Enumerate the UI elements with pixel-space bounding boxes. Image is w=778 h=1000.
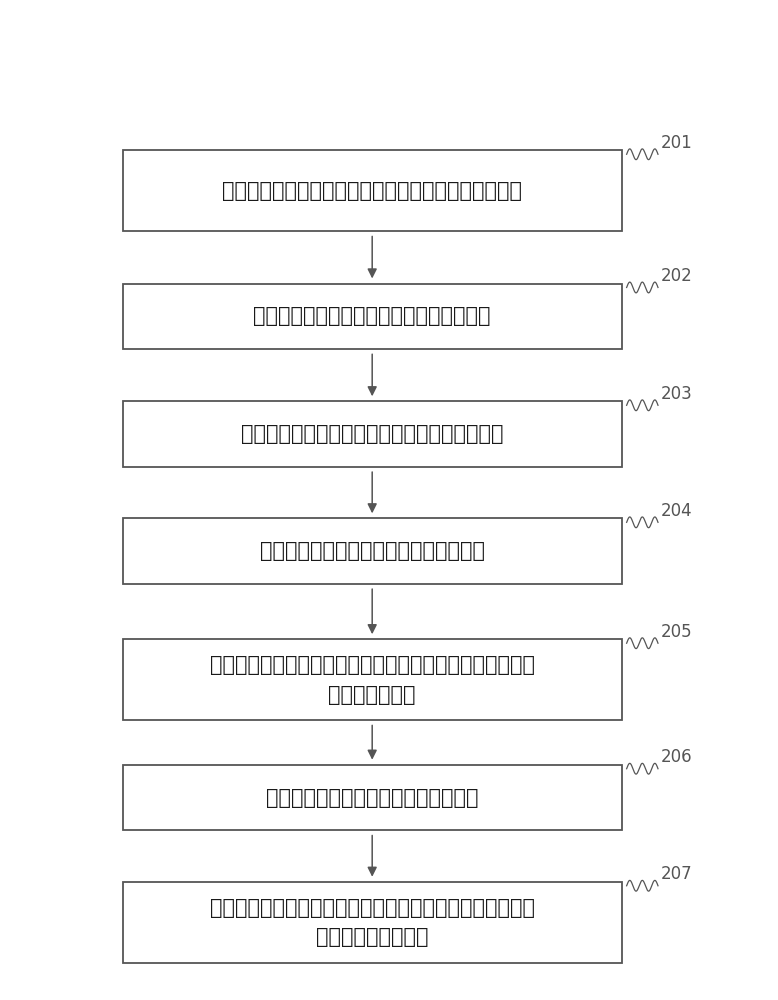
FancyBboxPatch shape — [123, 882, 622, 963]
FancyBboxPatch shape — [123, 284, 622, 349]
FancyBboxPatch shape — [123, 150, 622, 231]
Text: 205: 205 — [661, 623, 692, 641]
Text: 201: 201 — [661, 134, 692, 152]
Text: 根据卡尔曼滤波算法确定最优权重系数: 根据卡尔曼滤波算法确定最优权重系数 — [266, 788, 478, 808]
FancyBboxPatch shape — [123, 518, 622, 584]
Text: 203: 203 — [661, 385, 692, 403]
Text: 坐标变换得到旋转坐标系下的移相电流值: 坐标变换得到旋转坐标系下的移相电流值 — [260, 541, 485, 561]
Text: 根据所述转速、所述电角度、所述相电压值和电流预测模型
确定预测电流值: 根据所述转速、所述电角度、所述相电压值和电流预测模型 确定预测电流值 — [210, 655, 534, 705]
Text: 202: 202 — [661, 267, 692, 285]
Text: 204: 204 — [661, 502, 692, 520]
Text: 获取所述电机的单相电流值、转速、电角度和相电压值: 获取所述电机的单相电流值、转速、电角度和相电压值 — [223, 181, 522, 201]
Text: 根据所述移相电流值、所述预测电流值和所述最优权重系数
确定最优校正电流值: 根据所述移相电流值、所述预测电流值和所述最优权重系数 确定最优校正电流值 — [210, 898, 534, 947]
Text: 207: 207 — [661, 865, 692, 883]
Text: 206: 206 — [661, 748, 692, 766]
FancyBboxPatch shape — [123, 401, 622, 467]
Text: 将速度环控制器输出作为交轴电流的给定值: 将速度环控制器输出作为交轴电流的给定值 — [254, 306, 491, 326]
Text: 根据所述单相电流值和移相算法确定移相电流值: 根据所述单相电流值和移相算法确定移相电流值 — [241, 424, 503, 444]
FancyBboxPatch shape — [123, 639, 622, 720]
FancyBboxPatch shape — [123, 765, 622, 830]
